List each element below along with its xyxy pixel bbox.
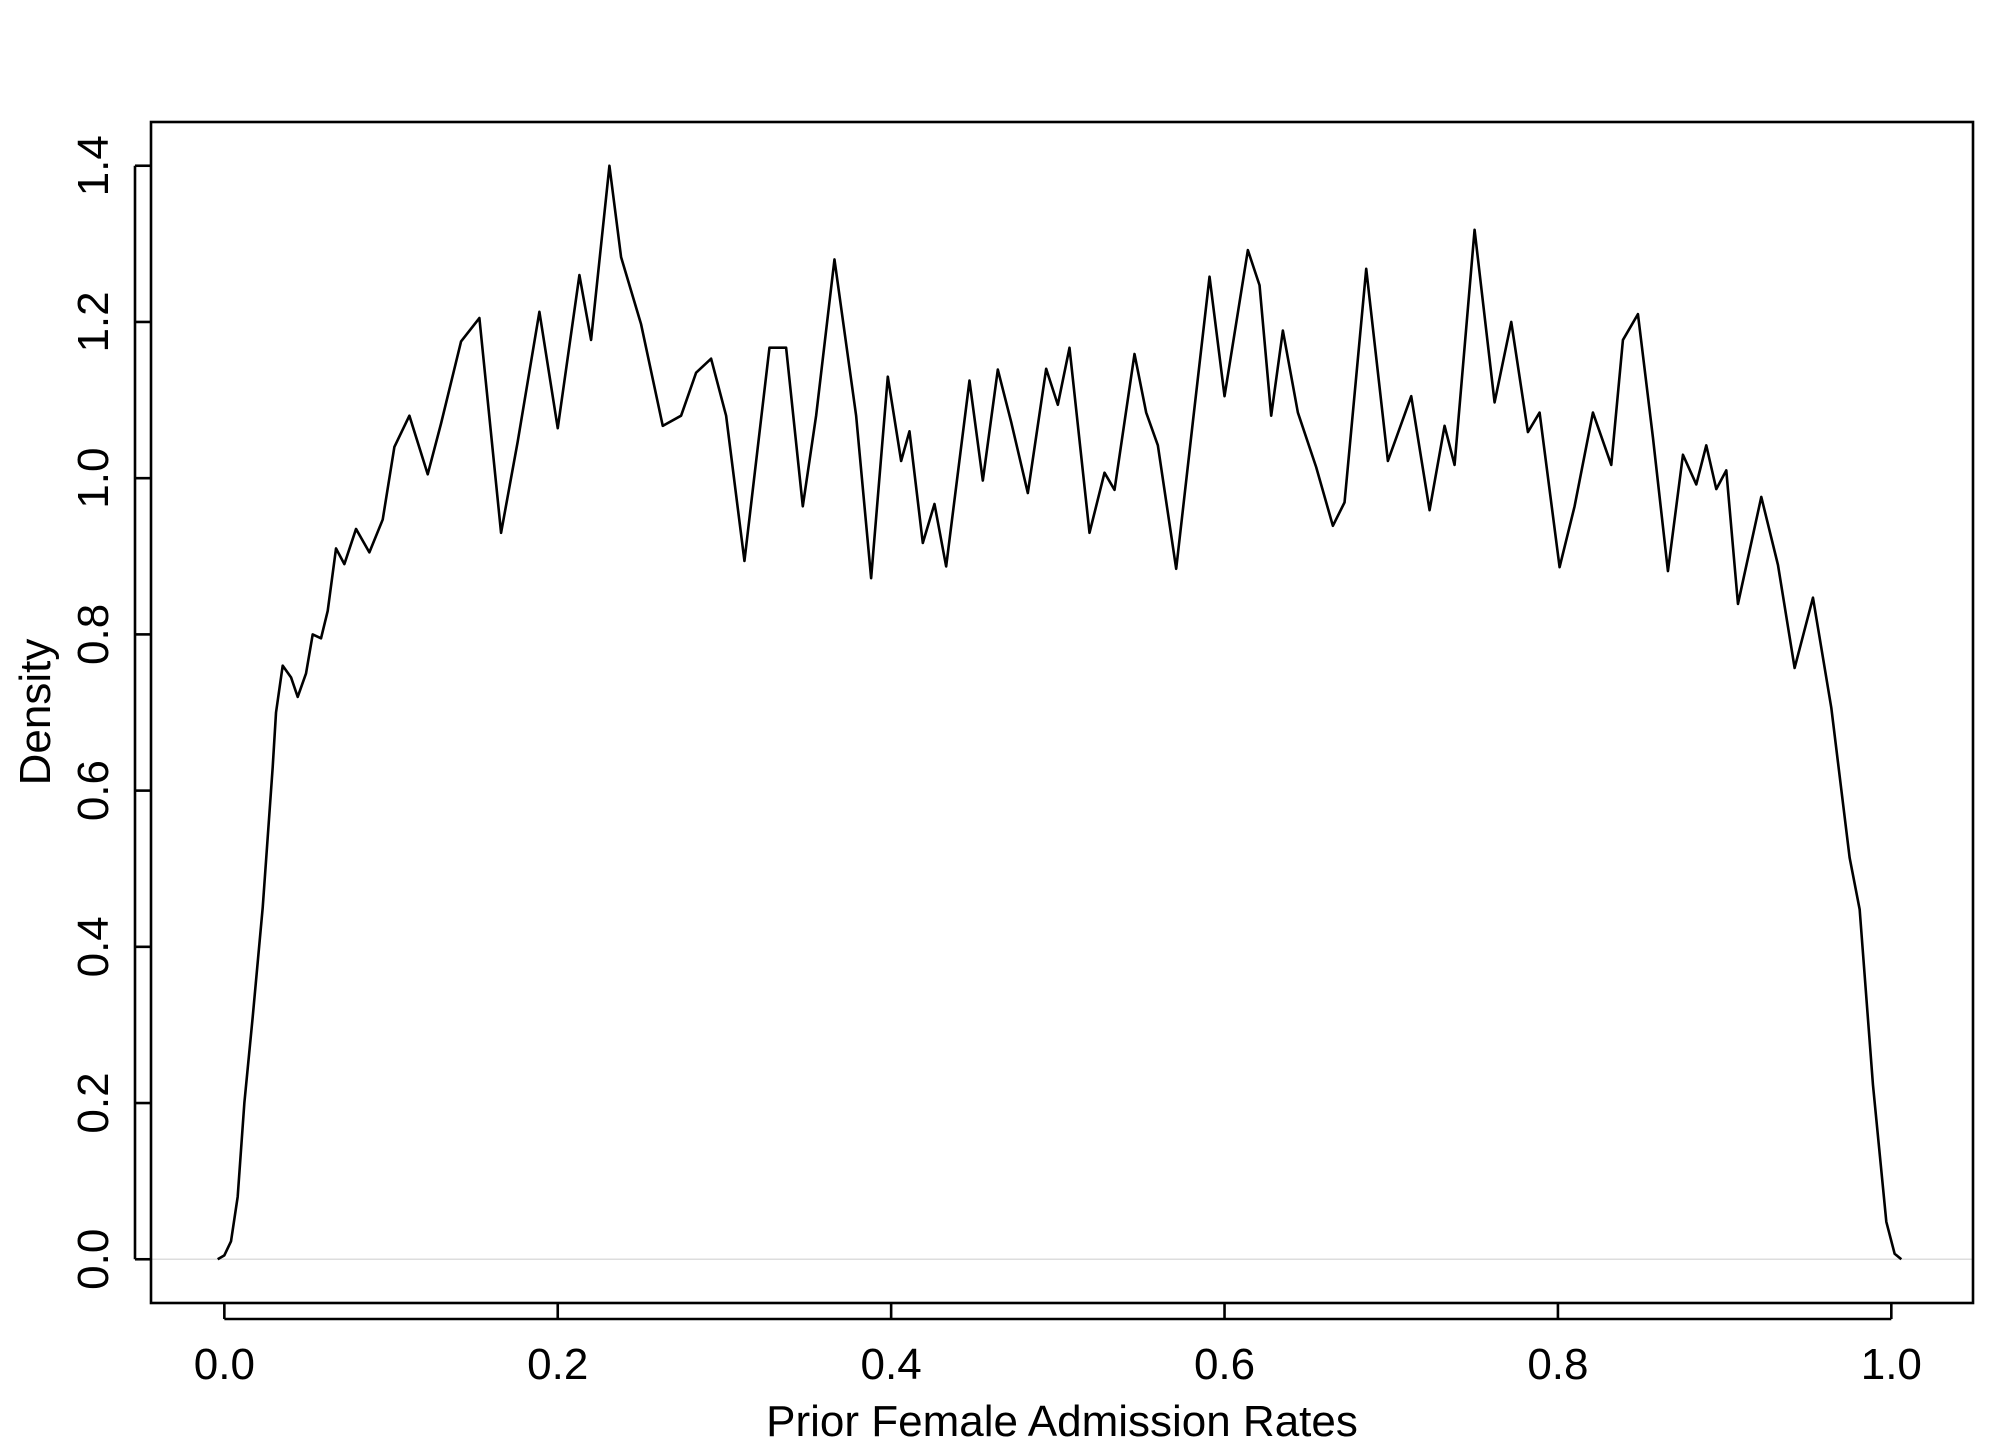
y-tick-label: 1.4 bbox=[69, 135, 118, 196]
x-tick-label: 1.0 bbox=[1861, 1340, 1922, 1389]
y-tick-label: 0.2 bbox=[69, 1072, 118, 1133]
x-tick-label: 0.8 bbox=[1527, 1340, 1588, 1389]
plot-frame bbox=[149, 120, 1975, 1305]
y-axis-label: Density bbox=[11, 639, 60, 786]
y-tick-label: 0.4 bbox=[69, 916, 118, 977]
y-tick-label: 0.6 bbox=[69, 760, 118, 821]
density-line bbox=[217, 164, 1903, 1261]
x-tick-label: 0.6 bbox=[1194, 1340, 1255, 1389]
x-tick-label: 0.0 bbox=[194, 1340, 255, 1389]
y-tick-label: 1.2 bbox=[69, 291, 118, 352]
y-tick-label: 0.0 bbox=[69, 1229, 118, 1290]
x-tick-label: 0.2 bbox=[527, 1340, 588, 1389]
y-tick-label: 0.8 bbox=[69, 604, 118, 665]
x-axis-label: Prior Female Admission Rates bbox=[766, 1397, 1358, 1440]
x-tick-label: 0.4 bbox=[861, 1340, 922, 1389]
y-tick-label: 1.0 bbox=[69, 448, 118, 509]
